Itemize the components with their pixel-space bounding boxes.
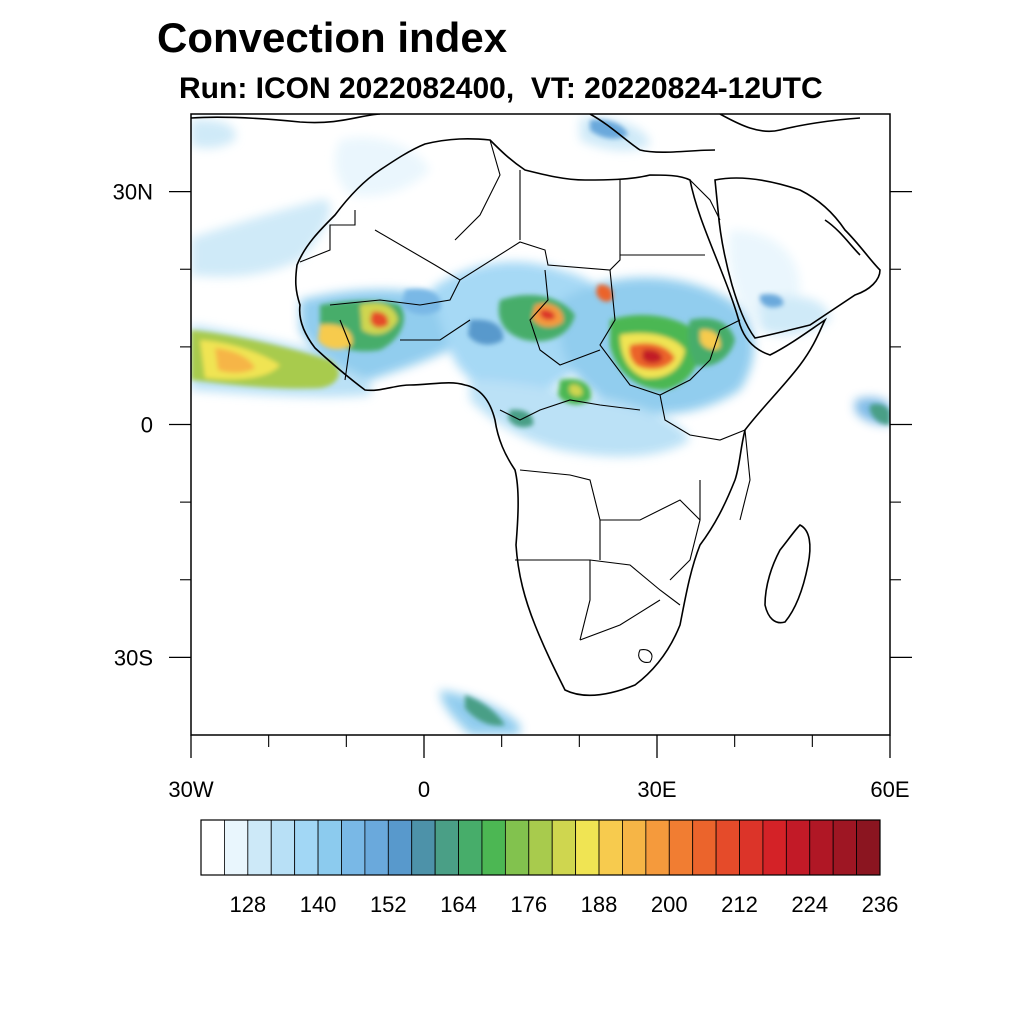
arabia-coastline bbox=[714, 177, 881, 339]
colorbar-swatch bbox=[411, 819, 436, 876]
colorbar: 128 140 152 164 176 188 200 212 224 236 bbox=[200, 819, 899, 917]
longitude-axis: 30W 0 30E 60E bbox=[168, 735, 910, 802]
colorbar-label: 212 bbox=[721, 892, 758, 917]
colorbar-swatch bbox=[715, 819, 740, 876]
colorbar-swatch bbox=[832, 819, 857, 876]
colorbar-swatch bbox=[200, 819, 225, 876]
colorbar-swatch bbox=[551, 819, 577, 876]
colorbar-swatch bbox=[364, 819, 389, 876]
colorbar-label: 236 bbox=[862, 892, 899, 917]
colorbar-swatch bbox=[481, 819, 506, 876]
madagascar-coastline bbox=[764, 524, 811, 624]
colorbar-label: 176 bbox=[510, 892, 547, 917]
lon-tick-label: 30E bbox=[637, 777, 676, 802]
lon-tick-label: 30W bbox=[168, 777, 213, 802]
colorbar-label: 164 bbox=[440, 892, 477, 917]
map-title: Convection index bbox=[157, 14, 508, 61]
colorbar-swatch bbox=[294, 819, 319, 876]
colorbar-swatch bbox=[458, 819, 483, 876]
lat-tick-label: 0 bbox=[141, 413, 153, 438]
colorbar-swatch bbox=[270, 819, 296, 876]
lat-tick-label: 30S bbox=[114, 645, 153, 670]
colorbar-swatch bbox=[317, 819, 342, 876]
colorbar-swatch bbox=[387, 819, 413, 876]
lon-tick-label: 60E bbox=[870, 777, 909, 802]
colorbar-swatch bbox=[622, 819, 647, 876]
africa-coastline bbox=[294, 138, 828, 697]
colorbar-swatch bbox=[528, 819, 553, 876]
colorbar-swatch bbox=[341, 819, 366, 876]
colorbar-swatch bbox=[224, 819, 249, 876]
country-borders bbox=[299, 139, 751, 663]
colorbar-swatch bbox=[598, 819, 623, 876]
colorbar-label: 128 bbox=[229, 892, 266, 917]
lon-tick-label: 0 bbox=[418, 777, 430, 802]
colorbar-label: 140 bbox=[300, 892, 337, 917]
lat-tick-label: 30N bbox=[113, 180, 153, 205]
colorbar-label: 224 bbox=[791, 892, 828, 917]
colorbar-swatch bbox=[575, 819, 600, 876]
colorbar-swatch bbox=[809, 819, 834, 876]
colorbar-frame bbox=[200, 819, 881, 876]
colorbar-swatch bbox=[247, 819, 272, 876]
coastlines bbox=[191, 114, 881, 697]
map-subtitle: Run: ICON 2022082400, VT: 20220824-12UTC bbox=[179, 72, 823, 105]
colorbar-swatch bbox=[856, 819, 881, 876]
convection-field bbox=[191, 117, 890, 735]
colorbar-swatch bbox=[645, 819, 670, 876]
colorbar-label: 188 bbox=[581, 892, 618, 917]
colorbar-swatch bbox=[504, 819, 530, 876]
colorbar-swatch bbox=[739, 819, 764, 876]
colorbar-swatch bbox=[692, 819, 717, 876]
colorbar-swatch bbox=[434, 819, 459, 876]
colorbar-swatch bbox=[762, 819, 787, 876]
colorbar-swatch bbox=[668, 819, 694, 876]
colorbar-label: 152 bbox=[370, 892, 407, 917]
colorbar-swatch bbox=[785, 819, 811, 876]
latitude-axis: 30N 0 30S bbox=[113, 180, 912, 670]
colorbar-label: 200 bbox=[651, 892, 688, 917]
